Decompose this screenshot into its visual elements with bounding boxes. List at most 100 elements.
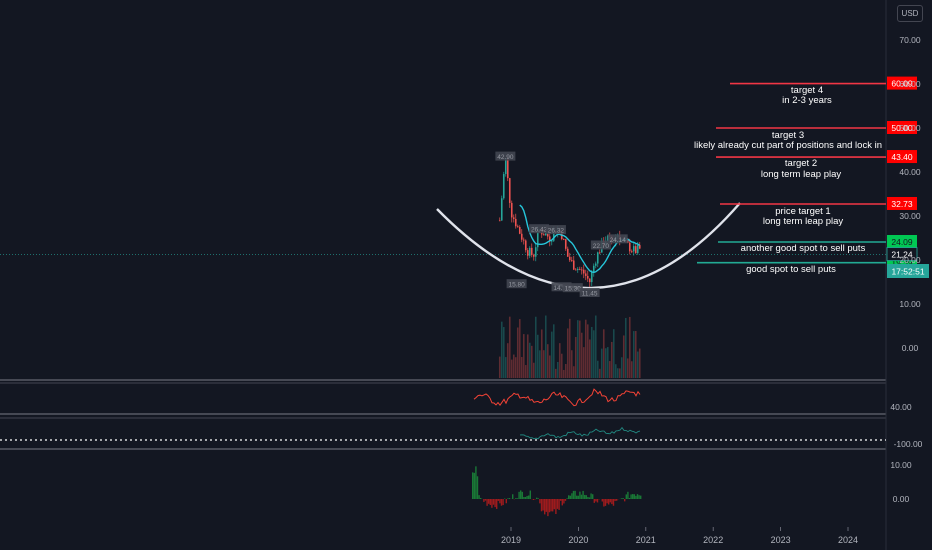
volume-bar bbox=[590, 326, 593, 378]
volume-bar bbox=[638, 348, 641, 378]
candle-body bbox=[594, 263, 597, 266]
volume-bar bbox=[532, 362, 535, 378]
candle-body bbox=[634, 246, 637, 254]
volume-bar bbox=[616, 368, 619, 378]
volume-bar bbox=[524, 365, 527, 378]
momentum-bar bbox=[500, 499, 503, 506]
candle-body bbox=[584, 273, 587, 276]
momentum-bar bbox=[489, 499, 491, 505]
momentum-bar bbox=[524, 496, 527, 499]
price-label-box bbox=[495, 151, 516, 161]
volume-bar bbox=[534, 316, 537, 378]
candle-body bbox=[528, 247, 531, 256]
candle-body bbox=[500, 198, 503, 221]
currency-button[interactable]: USD bbox=[897, 5, 923, 22]
volume-bar bbox=[600, 348, 603, 378]
momentum-bar bbox=[476, 476, 479, 499]
candle-body bbox=[574, 269, 577, 271]
momentum-bar bbox=[555, 499, 557, 515]
candle-body bbox=[504, 158, 507, 175]
target-note: good spot to sell puts bbox=[746, 264, 836, 275]
momentum-bar bbox=[585, 495, 587, 499]
price-candles bbox=[498, 157, 641, 288]
candle-body bbox=[510, 202, 513, 218]
rsi-axis-tick: 40.00 bbox=[890, 402, 912, 412]
candle-body bbox=[590, 272, 593, 283]
candle-body bbox=[548, 236, 551, 242]
momentum-bar bbox=[614, 499, 616, 502]
momentum-axis-tick: 10.00 bbox=[890, 460, 912, 470]
volume-bar bbox=[516, 327, 519, 378]
target-price-label: 43.40 bbox=[891, 152, 913, 162]
momentum-bar bbox=[616, 499, 618, 501]
volume-bar bbox=[572, 366, 575, 378]
momentum-bar bbox=[593, 499, 595, 503]
volume-bar bbox=[612, 329, 615, 378]
time-axis: 2019 2020 2021 2022 2023 2024 bbox=[501, 527, 858, 545]
price-axis-tick: 50.00 bbox=[899, 123, 921, 133]
volume-bar bbox=[596, 360, 599, 378]
candle-body bbox=[536, 230, 539, 248]
volume-bar bbox=[556, 361, 559, 378]
candle-body bbox=[512, 217, 515, 219]
momentum-bar bbox=[564, 499, 567, 501]
momentum-bar bbox=[521, 491, 523, 499]
momentum-bar bbox=[587, 497, 589, 499]
momentum-bar bbox=[571, 493, 573, 499]
candle-body bbox=[596, 252, 599, 264]
volume-bar bbox=[518, 319, 521, 378]
volume-bar bbox=[548, 355, 551, 378]
momentum-bar bbox=[516, 498, 519, 499]
candle-body bbox=[534, 247, 537, 257]
momentum-bar bbox=[544, 499, 546, 515]
price-label: 42.90 bbox=[497, 154, 514, 161]
momentum-bar bbox=[612, 499, 615, 506]
target-note: long term leap play bbox=[763, 216, 844, 227]
candle-body bbox=[626, 240, 629, 243]
candle-body bbox=[586, 275, 589, 279]
volume-bar bbox=[560, 353, 563, 378]
momentum-bar bbox=[508, 498, 511, 499]
time-axis-tick: 2022 bbox=[703, 535, 723, 545]
volume-bar bbox=[628, 316, 631, 378]
momentum-bar bbox=[630, 494, 632, 499]
momentum-bar bbox=[492, 499, 495, 505]
price-label-box bbox=[551, 282, 572, 292]
volume-bar bbox=[502, 327, 505, 378]
volume-bar bbox=[510, 359, 513, 378]
momentum-bar bbox=[515, 498, 517, 499]
momentum-bar bbox=[620, 498, 623, 499]
volume-bar bbox=[526, 334, 529, 378]
candle-body bbox=[568, 256, 571, 261]
volume-bar bbox=[620, 357, 623, 378]
volume-bar bbox=[618, 368, 621, 378]
volume-bar bbox=[538, 350, 541, 378]
volume-bar bbox=[544, 315, 547, 378]
momentum-axis-tick: 0.00 bbox=[893, 494, 910, 504]
candle-body bbox=[598, 252, 601, 254]
volume-bar bbox=[636, 351, 639, 378]
rsi-line bbox=[473, 388, 641, 407]
volume-bar bbox=[500, 321, 503, 378]
volume-bar bbox=[536, 334, 539, 378]
price-label-box bbox=[607, 234, 628, 244]
momentum-bar bbox=[568, 495, 570, 499]
momentum-bar bbox=[603, 499, 605, 507]
volume-bar bbox=[586, 324, 589, 378]
volume-bar bbox=[554, 368, 557, 378]
time-axis-tick: 2024 bbox=[838, 535, 858, 545]
momentum-bar bbox=[553, 499, 555, 510]
momentum-bar bbox=[569, 495, 571, 499]
momentum-bar bbox=[625, 494, 627, 499]
momentum-bar bbox=[566, 498, 568, 499]
momentum-bar bbox=[539, 499, 541, 504]
momentum-bar bbox=[512, 494, 514, 499]
volume-bar bbox=[562, 369, 565, 378]
volume-bar bbox=[602, 329, 605, 378]
momentum-bar bbox=[537, 498, 539, 499]
momentum-bar bbox=[633, 494, 635, 499]
candle-body bbox=[562, 239, 565, 240]
momentum-bar bbox=[635, 495, 637, 499]
